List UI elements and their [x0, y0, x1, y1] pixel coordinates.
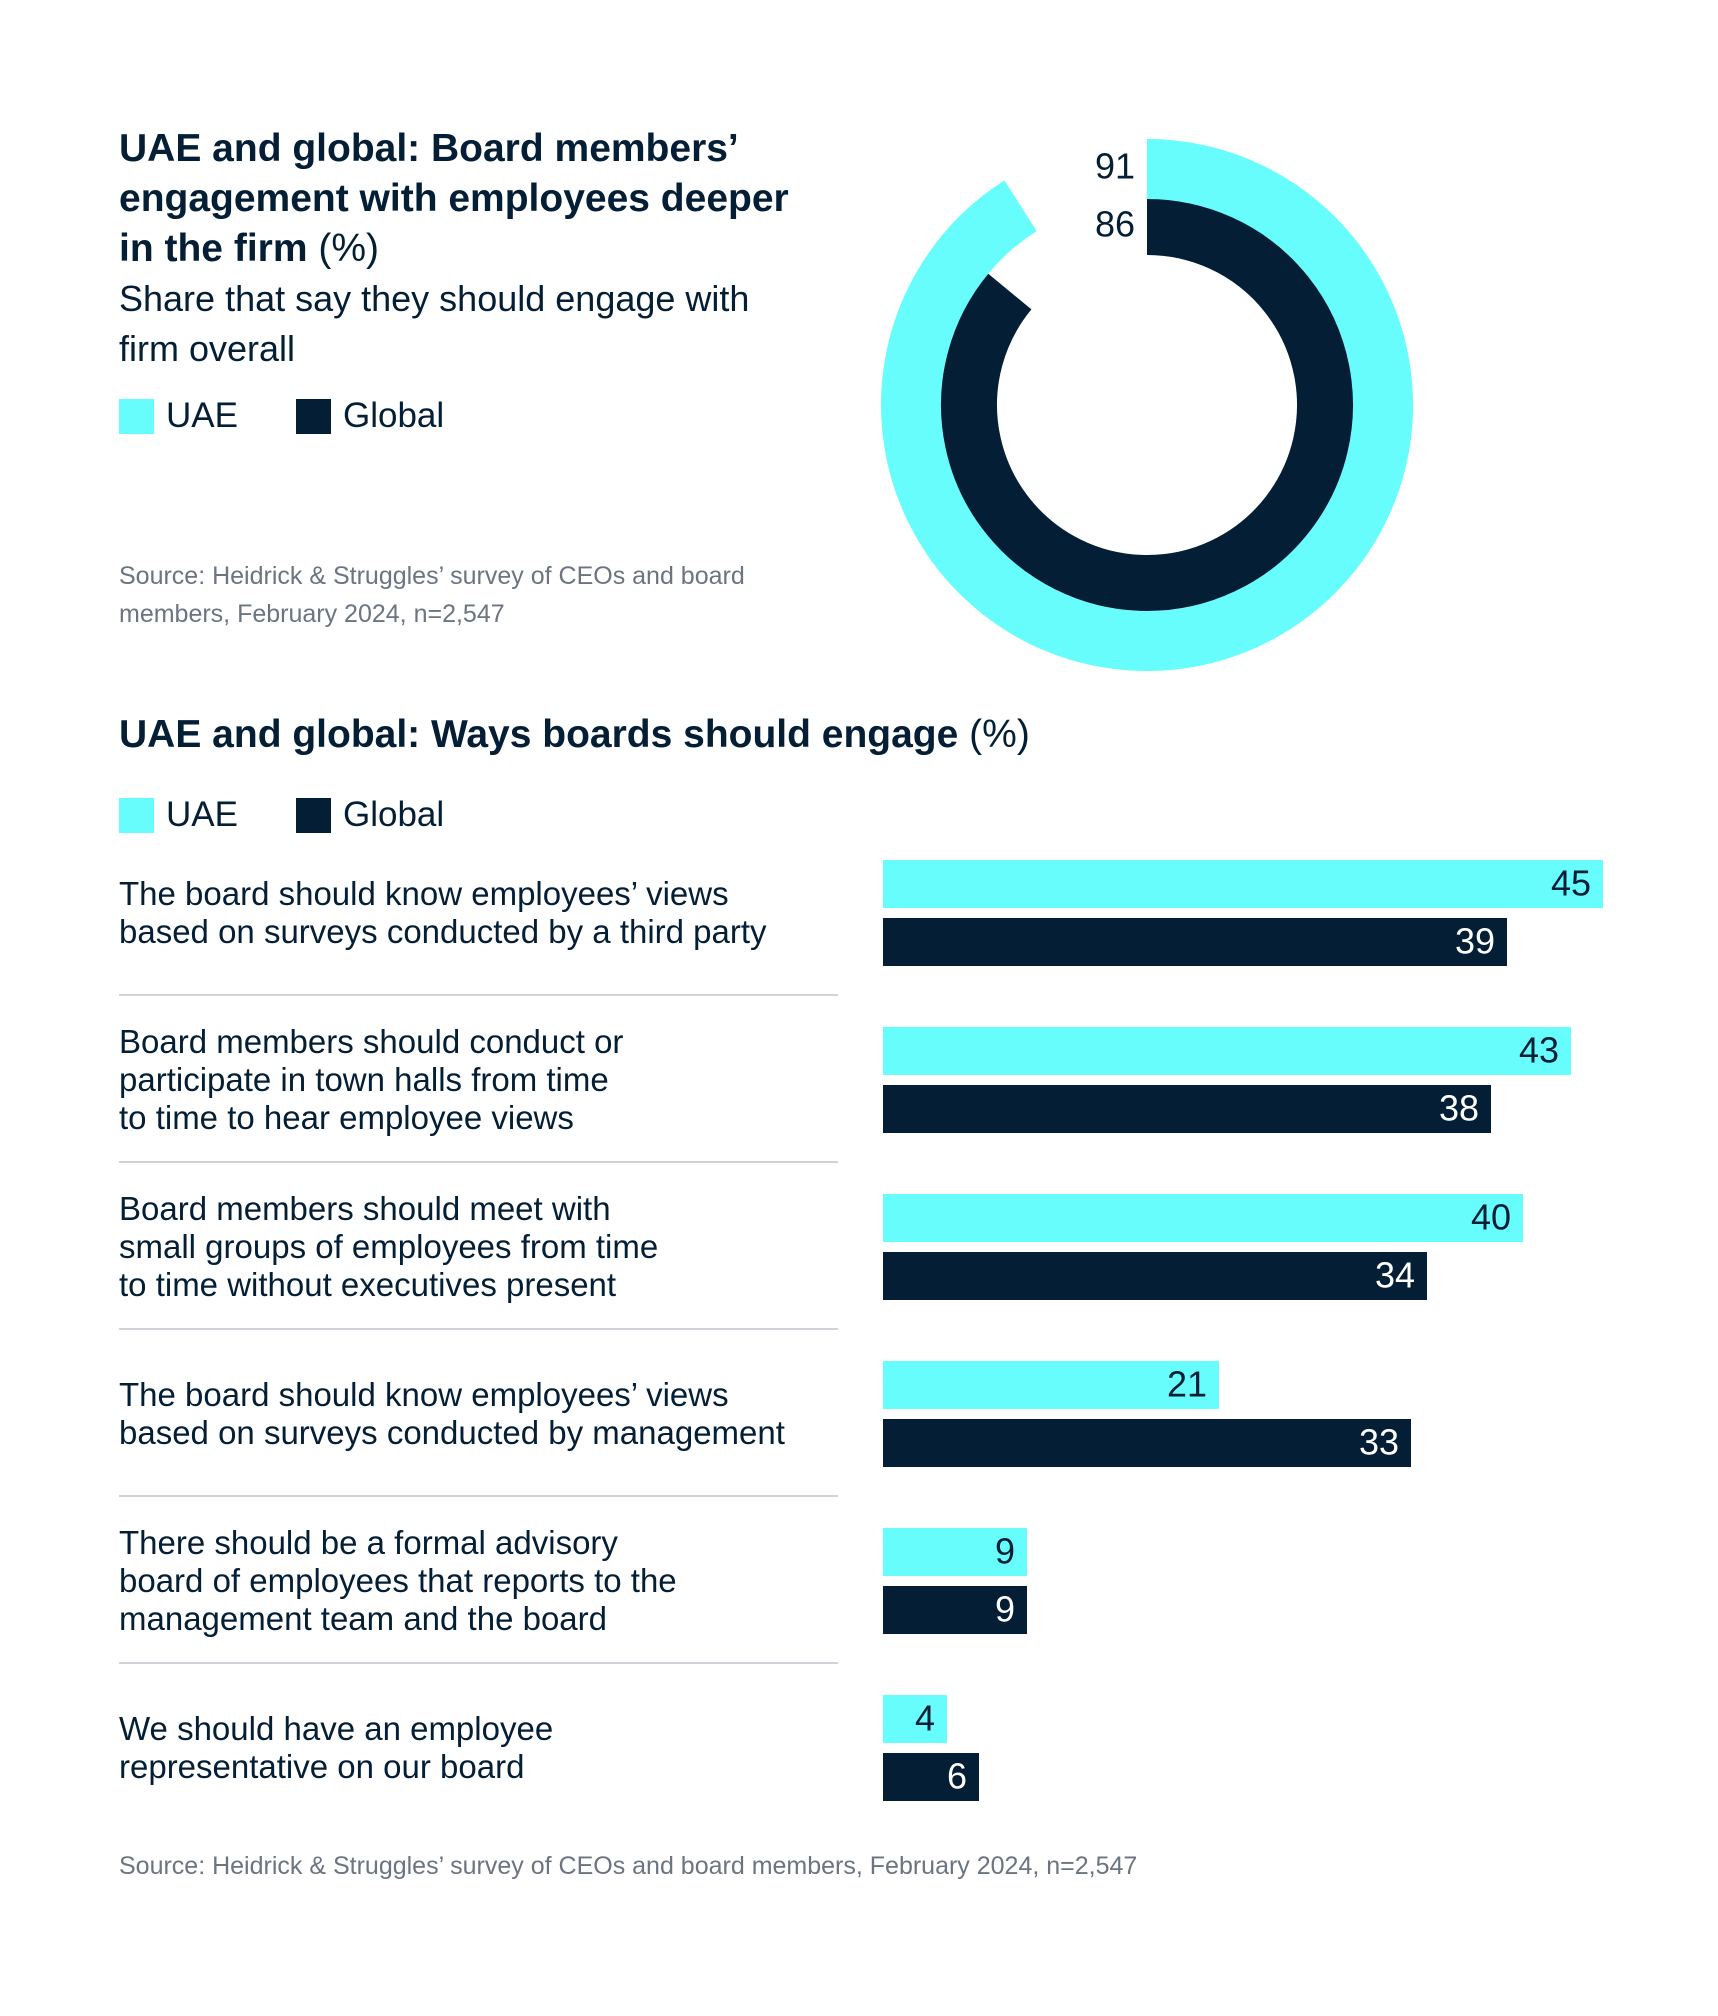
bar: [883, 1085, 1491, 1133]
category-label: The board should know employees’ views b…: [119, 1376, 785, 1451]
chart-title: UAE and global: Ways boards should engag…: [119, 710, 1319, 760]
category-label: Board members should meet with small gro…: [119, 1190, 659, 1303]
title-unit: (%): [318, 227, 380, 270]
legend-swatch: [119, 399, 154, 434]
value-label: 45: [1551, 863, 1591, 904]
bar: [883, 918, 1507, 966]
value-label: 33: [1359, 1422, 1399, 1463]
source: Source: Heidrick & Struggles’ survey of …: [119, 562, 745, 628]
title-text: UAE and global: Board members’ engagemen…: [119, 127, 789, 270]
value-label: 43: [1519, 1030, 1559, 1071]
title-unit: (%): [969, 713, 1030, 756]
value-label: 4: [915, 1698, 935, 1739]
legend-swatch: [296, 798, 331, 833]
legend-label: UAE: [166, 396, 238, 435]
legend-label: Global: [343, 396, 445, 435]
value-label: 9: [995, 1589, 1015, 1630]
legend-swatch: [119, 798, 154, 833]
value-label: 6: [947, 1756, 967, 1797]
bar: [883, 1027, 1571, 1075]
bar: [883, 1419, 1411, 1467]
bar: [883, 1528, 1027, 1576]
ring-arc: [881, 139, 1413, 671]
bar: [883, 1252, 1427, 1300]
value-label: 38: [1439, 1088, 1479, 1129]
bar: [883, 1194, 1523, 1242]
value-label: 9: [995, 1531, 1015, 1572]
title-text: UAE and global: Ways boards should engag…: [119, 713, 959, 756]
category-label: We should have an employee representativ…: [119, 1710, 554, 1785]
value-label: 34: [1375, 1255, 1415, 1296]
value-label: 39: [1455, 921, 1495, 962]
chart-subtitle: Share that say they should engage with f…: [119, 278, 750, 369]
bar: [883, 1753, 979, 1801]
legend-swatch: [296, 399, 331, 434]
value-label: 40: [1471, 1197, 1511, 1238]
value-label: 86: [1095, 204, 1135, 245]
bar: [883, 1361, 1219, 1409]
value-label: 21: [1167, 1364, 1207, 1405]
category-label: Board members should conduct or particip…: [119, 1023, 624, 1136]
category-label: The board should know employees’ views b…: [119, 875, 767, 950]
legend-label: Global: [343, 795, 445, 834]
bar: [883, 1586, 1027, 1634]
bar: [883, 1695, 947, 1743]
legend-label: UAE: [166, 795, 238, 834]
value-label: 91: [1095, 146, 1135, 187]
bar: [883, 860, 1603, 908]
source: Source: Heidrick & Struggles’ survey of …: [119, 1852, 1138, 1880]
chart-title: UAE and global: Board members’ engagemen…: [119, 124, 799, 274]
category-label: There should be a formal advisory board …: [119, 1524, 677, 1637]
ring-arc: [941, 199, 1353, 611]
